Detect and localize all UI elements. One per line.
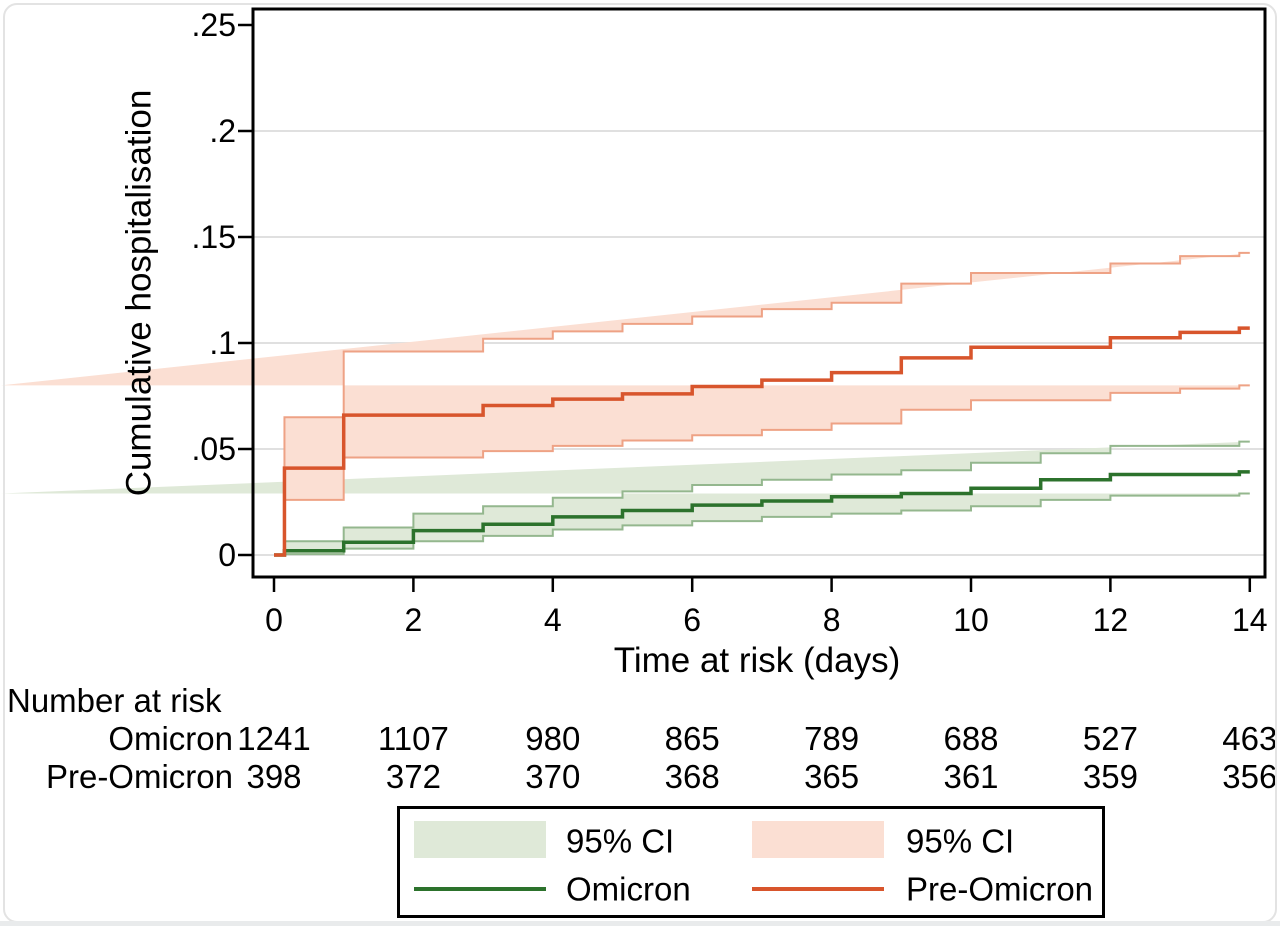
- at-risk-row-label-omicron: Omicron: [108, 720, 233, 757]
- legend: 95% CI 95% CI Omicron Pre-Omicron: [397, 806, 1105, 918]
- legend-line-omicron: [414, 887, 546, 891]
- plot-frame: [251, 7, 1267, 579]
- y-tick-label: .05: [191, 431, 236, 467]
- ci-upper-edge-pre-omicron: [274, 251, 1250, 556]
- at-risk-value-omicron: 789: [804, 720, 860, 757]
- at-risk-value-omicron: 865: [664, 720, 720, 757]
- x-tick-label: 10: [953, 602, 989, 638]
- x-tick-label: 2: [404, 602, 423, 638]
- y-tick-label: .25: [191, 7, 236, 43]
- legend-line-pre-omicron: [752, 887, 884, 891]
- ci-band-pre-omicron: [0, 252, 1250, 555]
- at-risk-value-pre-omicron: 372: [385, 758, 441, 795]
- at-risk-value-omicron: 1241: [237, 720, 311, 757]
- at-risk-value-pre-omicron: 356: [1222, 758, 1278, 795]
- y-tick-label: .15: [191, 219, 236, 255]
- legend-label-omicron: Omicron: [566, 870, 691, 908]
- ci-lower-edge-pre-omicron: [274, 384, 1250, 556]
- x-tick-label: 6: [683, 602, 702, 638]
- bottom-edge-strip: [0, 921, 1280, 926]
- survival-line-pre-omicron: [274, 326, 1250, 557]
- y-tick-label: .1: [209, 325, 236, 361]
- ci-upper-edge-omicron: [274, 440, 1250, 556]
- at-risk-value-omicron: 1107: [377, 720, 449, 757]
- ci-lower-edge-omicron: [274, 492, 1250, 556]
- legend-swatch-omicron-ci: [414, 821, 546, 858]
- legend-label-pre-omicron: Pre-Omicron: [906, 870, 1094, 908]
- at-risk-row-label-pre-omicron: Pre-Omicron: [45, 758, 233, 795]
- y-tick-label: .2: [209, 113, 236, 149]
- x-tick-label: 4: [543, 602, 562, 638]
- at-risk-value-pre-omicron: 368: [664, 758, 720, 795]
- at-risk-value-pre-omicron: 398: [246, 758, 302, 795]
- ci-band-omicron: [0, 441, 1250, 555]
- at-risk-value-omicron: 980: [525, 720, 581, 757]
- at-risk-value-pre-omicron: 370: [525, 758, 581, 795]
- km-plot-canvas: [0, 7, 1267, 592]
- y-axis-title: Cumulative hospitalisation: [119, 89, 159, 497]
- at-risk-value-pre-omicron: 361: [943, 758, 999, 795]
- legend-label-omicron-ci: 95% CI: [566, 822, 675, 860]
- x-tick-label: 14: [1232, 602, 1268, 638]
- x-axis-title: Time at risk (days): [613, 641, 901, 680]
- legend-label-pre-omicron-ci: 95% CI: [906, 822, 1015, 860]
- at-risk-title: Number at risk: [7, 682, 222, 719]
- at-risk-value-pre-omicron: 365: [804, 758, 860, 795]
- at-risk-value-pre-omicron: 359: [1082, 758, 1138, 795]
- at-risk-value-omicron: 463: [1222, 720, 1278, 757]
- legend-swatch-pre-omicron-ci: [752, 821, 884, 858]
- x-tick-label: 12: [1092, 602, 1129, 638]
- survival-line-omicron: [274, 470, 1250, 557]
- x-tick-label: 8: [822, 602, 841, 638]
- x-tick-label: 0: [265, 602, 283, 638]
- at-risk-value-omicron: 688: [943, 720, 999, 757]
- y-tick-label: 0: [218, 537, 236, 573]
- at-risk-value-omicron: 527: [1082, 720, 1138, 757]
